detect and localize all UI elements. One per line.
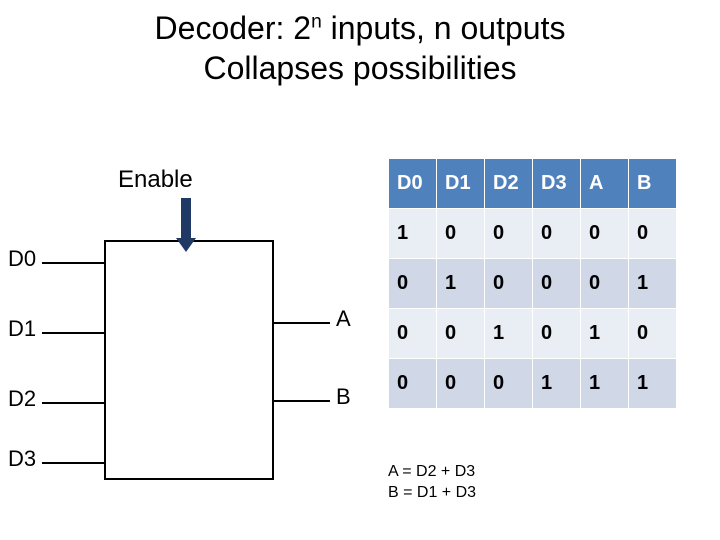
truth-table-row: 000111 — [389, 359, 677, 409]
truth-table-header-cell: B — [629, 159, 677, 209]
truth-table-cell: 0 — [437, 309, 485, 359]
output-label: A — [336, 306, 351, 332]
truth-table-cell: 0 — [389, 359, 437, 409]
truth-table-header-row: D0D1D2D3AB — [389, 159, 677, 209]
truth-table-cell: 0 — [389, 309, 437, 359]
truth-table-cell: 0 — [437, 209, 485, 259]
input-label: D1 — [8, 316, 36, 342]
truth-table-body: 100000010001001010000111 — [389, 209, 677, 409]
truth-table-cell: 0 — [485, 259, 533, 309]
truth-table-cell: 0 — [581, 259, 629, 309]
truth-table-cell: 0 — [533, 259, 581, 309]
truth-table-cell: 0 — [533, 309, 581, 359]
input-wire — [42, 332, 104, 334]
truth-table-cell: 0 — [389, 259, 437, 309]
truth-table-header-cell: D3 — [533, 159, 581, 209]
truth-table-cell: 0 — [629, 309, 677, 359]
title-superscript: n — [311, 11, 322, 32]
truth-table-row: 010001 — [389, 259, 677, 309]
truth-table-cell: 1 — [629, 359, 677, 409]
truth-table-header-cell: D0 — [389, 159, 437, 209]
output-wire — [274, 322, 330, 324]
enable-label: Enable — [118, 166, 193, 194]
truth-table-header-cell: A — [581, 159, 629, 209]
truth-table-cell: 0 — [485, 359, 533, 409]
truth-table-cell: 1 — [389, 209, 437, 259]
title-line-1: Decoder: 2n inputs, n outputs — [0, 8, 720, 48]
title-line-1-pre: Decoder: 2 — [155, 10, 312, 46]
input-wire — [42, 402, 104, 404]
title-line-1-post: inputs, n outputs — [322, 10, 566, 46]
truth-table-header-cell: D1 — [437, 159, 485, 209]
truth-table-cell: 0 — [629, 209, 677, 259]
truth-table-cell: 1 — [533, 359, 581, 409]
page-title: Decoder: 2n inputs, n outputs Collapses … — [0, 8, 720, 88]
truth-table-row: 100000 — [389, 209, 677, 259]
enable-arrow-shaft — [181, 198, 191, 238]
truth-table-cell: 1 — [629, 259, 677, 309]
truth-table-cell: 1 — [485, 309, 533, 359]
enable-arrow-head — [176, 238, 196, 252]
truth-table-cell: 0 — [437, 359, 485, 409]
truth-table: D0D1D2D3AB 100000010001001010000111 — [388, 158, 677, 409]
equation-a: A = D2 + D3 — [388, 462, 476, 483]
truth-table-row: 001010 — [389, 309, 677, 359]
truth-table-cell: 0 — [581, 209, 629, 259]
truth-table-cell: 1 — [581, 309, 629, 359]
output-wire — [274, 400, 330, 402]
equations: A = D2 + D3 B = D1 + D3 — [388, 462, 476, 504]
title-line-2: Collapses possibilities — [0, 48, 720, 88]
input-label: D2 — [8, 386, 36, 412]
truth-table-cell: 1 — [437, 259, 485, 309]
truth-table-cell: 1 — [581, 359, 629, 409]
input-wire — [42, 462, 104, 464]
input-wire — [42, 262, 104, 264]
input-label: D3 — [8, 446, 36, 472]
decoder-block — [104, 240, 274, 480]
truth-table-header-cell: D2 — [485, 159, 533, 209]
truth-table-cell: 0 — [533, 209, 581, 259]
equation-b: B = D1 + D3 — [388, 483, 476, 504]
input-label: D0 — [8, 246, 36, 272]
truth-table-cell: 0 — [485, 209, 533, 259]
enable-arrow — [176, 198, 196, 252]
output-label: B — [336, 384, 351, 410]
